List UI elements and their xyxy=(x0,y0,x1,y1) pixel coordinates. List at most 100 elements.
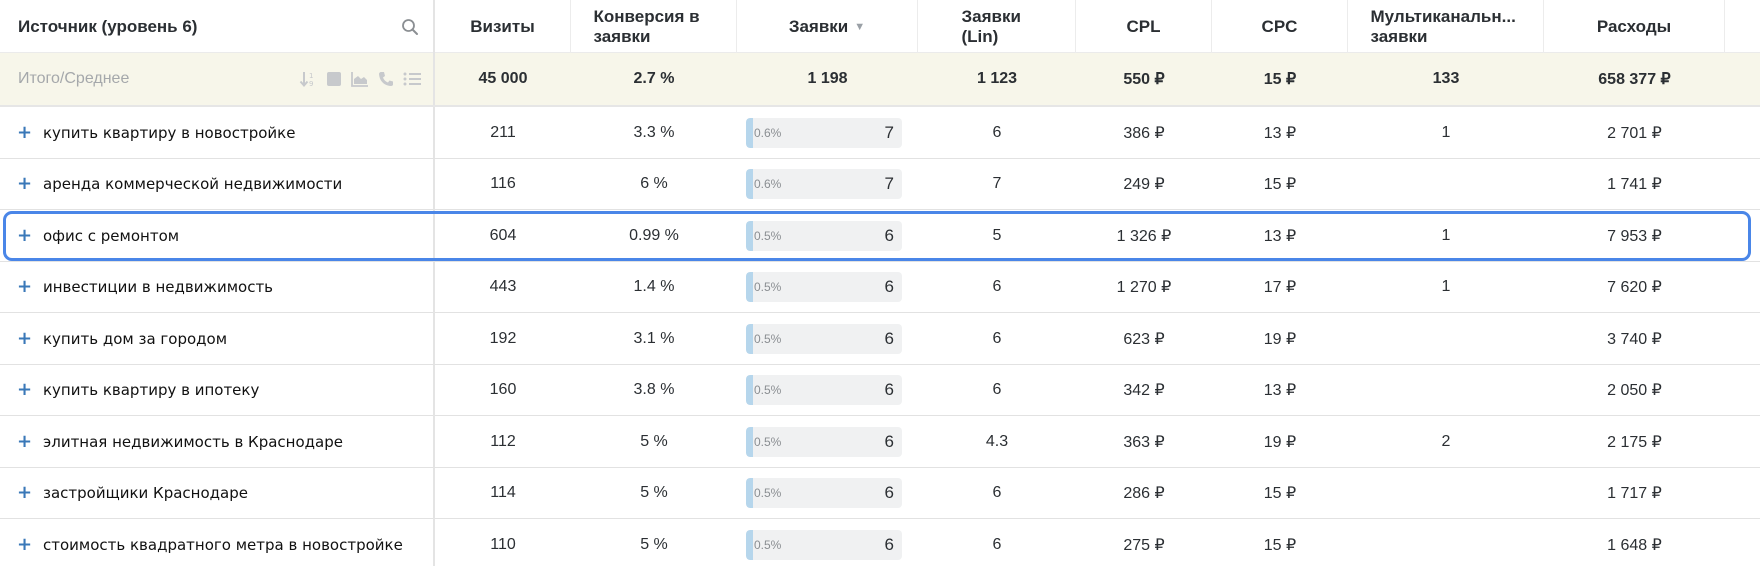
leads-value: 6 xyxy=(884,431,894,451)
table-row[interactable]: + инвестиции в недвижимость 443 1.4 % 0.… xyxy=(0,261,1760,313)
visits-cell: 443 xyxy=(489,278,517,295)
multichannel-cell xyxy=(1348,468,1544,519)
cpc-cell: 13 ₽ xyxy=(1263,382,1297,399)
expand-plus-icon[interactable]: + xyxy=(17,276,33,297)
leads-cell: 0.5% 6 xyxy=(737,468,918,519)
area-chart-icon[interactable] xyxy=(351,70,369,88)
leads-share: 0.5% xyxy=(754,280,782,294)
expand-plus-icon[interactable]: + xyxy=(17,224,33,246)
multichannel-cell: 1 xyxy=(1441,123,1451,141)
expand-plus-icon[interactable]: + xyxy=(17,379,33,400)
visits-cell: 110 xyxy=(490,535,516,553)
conversion-cell: 0.99 % xyxy=(629,226,679,244)
leads-bar-fill xyxy=(746,375,753,405)
leads-bar-fill xyxy=(746,529,753,560)
header-conversion[interactable]: Конверсия в заявки xyxy=(571,0,737,53)
source-name[interactable]: аренда коммерческой недвижимости xyxy=(43,175,343,193)
source-name[interactable]: застройщики Краснодаре xyxy=(43,484,248,502)
conversion-cell: 5 % xyxy=(640,535,668,553)
header-cpl[interactable]: CPL xyxy=(1076,0,1212,53)
extra-cell xyxy=(1725,262,1760,313)
phone-icon[interactable] xyxy=(377,70,395,88)
header-multichannel[interactable]: Мультиканальн... заявки xyxy=(1348,0,1544,53)
leads-value: 6 xyxy=(884,380,894,399)
cpl-cell: 249 ₽ xyxy=(1123,176,1165,193)
header-cpc[interactable]: CPC xyxy=(1212,0,1348,53)
header-leads[interactable]: Заявки ▼ xyxy=(737,0,918,53)
conversion-cell: 3.3 % xyxy=(633,123,675,141)
conversion-cell: 5 % xyxy=(640,484,668,501)
expand-plus-icon[interactable]: + xyxy=(17,327,33,349)
leads-bar-fill xyxy=(746,117,753,148)
expand-plus-icon[interactable]: + xyxy=(17,430,33,452)
stop-square-icon[interactable] xyxy=(325,70,343,88)
list-icon[interactable] xyxy=(403,70,421,88)
leads-bar: 0.5% 6 xyxy=(746,529,902,560)
header-multichannel-label: Мультиканальн... заявки xyxy=(1370,6,1516,46)
leads-value: 6 xyxy=(884,328,894,348)
header-visits[interactable]: Визиты xyxy=(435,0,571,53)
cost-cell: 1 741 ₽ xyxy=(1607,176,1662,193)
source-name[interactable]: купить квартиру в новостройке xyxy=(43,123,296,142)
source-cell: + купить дом за городом xyxy=(0,313,435,364)
table-row[interactable]: + офис с ремонтом 604 0.99 % 0.5% 6 5 1 … xyxy=(0,210,1760,262)
multichannel-cell: 2 xyxy=(1441,432,1451,450)
header-cost[interactable]: Расходы xyxy=(1544,0,1725,53)
source-cell: + купить квартиру в новостройке xyxy=(0,107,435,158)
leads-share: 0.5% xyxy=(754,486,782,500)
cpc-cell: 17 ₽ xyxy=(1263,279,1297,296)
conversion-cell: 5 % xyxy=(640,432,668,450)
leads-bar-fill xyxy=(746,169,753,199)
source-name[interactable]: купить дом за городом xyxy=(43,329,228,348)
table-row[interactable]: + застройщики Краснодаре 114 5 % 0.5% 6 … xyxy=(0,467,1760,519)
extra-cell xyxy=(1725,107,1760,158)
conversion-cell: 1.4 % xyxy=(633,278,675,295)
source-name[interactable]: офис с ремонтом xyxy=(43,226,180,245)
leads-bar: 0.5% 6 xyxy=(746,272,902,302)
source-cell: + купить квартиру в ипотеку xyxy=(0,364,435,416)
leads-cell: 0.5% 6 xyxy=(737,210,918,261)
sort-desc-icon[interactable]: ▼ xyxy=(854,20,866,33)
table-row[interactable]: + купить дом за городом 192 3.1 % 0.5% 6… xyxy=(0,313,1760,365)
leads-lin-cell: 6 xyxy=(992,381,1002,398)
source-name[interactable]: инвестиции в недвижимость xyxy=(43,278,274,296)
table-row[interactable]: + аренда коммерческой недвижимости 116 6… xyxy=(0,158,1760,210)
table-row[interactable]: + купить квартиру в новостройке 211 3.3 … xyxy=(0,107,1760,159)
search-icon[interactable] xyxy=(399,16,421,38)
leads-lin-cell: 5 xyxy=(992,226,1002,244)
source-name[interactable]: купить квартиру в ипотеку xyxy=(43,381,260,399)
totals-cpc: 15 ₽ xyxy=(1263,71,1297,88)
source-name[interactable]: стоимость квадратного метра в новостройк… xyxy=(43,535,403,554)
leads-share: 0.5% xyxy=(754,331,782,346)
table-row[interactable]: + элитная недвижимость в Краснодаре 112 … xyxy=(0,416,1760,468)
header-leads-lin[interactable]: Заявки (Lin) xyxy=(918,0,1076,53)
cpl-cell: 1 326 ₽ xyxy=(1116,227,1172,245)
totals-leads-lin: 1 123 xyxy=(976,70,1018,87)
leads-lin-cell: 4.3 xyxy=(985,432,1009,450)
table-body: + купить квартиру в новостройке 2 1 1 3.3 … xyxy=(0,107,1760,566)
leads-bar: 0.6% 7 xyxy=(746,169,902,199)
expand-plus-icon[interactable]: + xyxy=(17,121,33,143)
svg-text:1: 1 xyxy=(309,72,313,80)
header-visits-label: Визиты xyxy=(470,16,535,36)
leads-cell: 0.6% 7 xyxy=(737,107,918,158)
expand-plus-icon[interactable]: + xyxy=(17,482,33,503)
source-name[interactable]: элитная недвижимость в Краснодаре xyxy=(43,432,343,451)
header-source[interactable]: Источник (уровень 6) xyxy=(0,0,435,53)
leads-bar: 0.5% 6 xyxy=(746,478,902,508)
table-row[interactable]: + купить квартиру в ипотеку 160 3.8 % 0.… xyxy=(0,364,1760,416)
leads-lin-cell: 6 xyxy=(992,123,1002,141)
table-row[interactable]: + стоимость квадратного метра в новостро… xyxy=(0,519,1760,566)
expand-plus-icon[interactable]: + xyxy=(17,173,33,194)
header-conversion-label: Конверсия в заявки xyxy=(593,6,700,46)
leads-value: 6 xyxy=(884,534,894,554)
header-extra xyxy=(1725,0,1760,53)
multichannel-cell: 1 xyxy=(1441,278,1451,295)
cost-cell: 3 740 ₽ xyxy=(1607,330,1662,348)
expand-plus-icon[interactable]: + xyxy=(17,533,33,555)
visits-cell: 112 xyxy=(490,432,516,450)
cost-cell: 7 620 ₽ xyxy=(1607,279,1662,296)
totals-multichannel: 133 xyxy=(1432,70,1460,87)
